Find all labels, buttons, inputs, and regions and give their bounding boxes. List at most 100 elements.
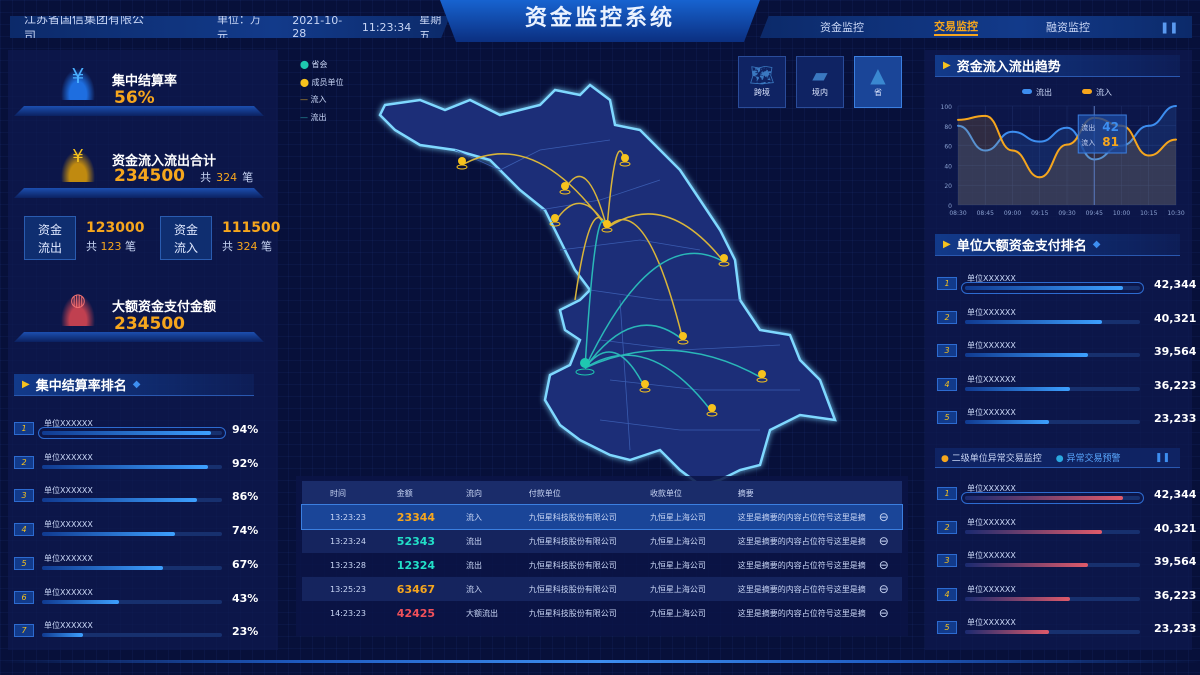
tooltip — [1077, 114, 1127, 154]
data-point[interactable] — [1066, 143, 1068, 146]
data-point[interactable] — [1147, 124, 1150, 127]
more-icon[interactable]: ⊖ — [878, 606, 889, 620]
col-direction: 流向 — [466, 488, 483, 498]
rank-row[interactable]: 3 单位XXXXXX 39,564 — [937, 550, 1200, 580]
unit-name: 单位XXXXXX — [44, 452, 93, 462]
rank-row[interactable]: 1 单位XXXXXX 94% — [14, 418, 282, 448]
more-icon[interactable]: ⊖ — [878, 582, 889, 596]
rank-row[interactable]: 4 单位XXXXXX 74% — [14, 519, 282, 549]
member-pin-icon[interactable] — [456, 157, 468, 170]
trend-chart[interactable]: 0 20 40 60 80 100 08:30 08:45 09:00 09:15 09:30 09:… — [930, 82, 1192, 222]
member-pin-icon[interactable] — [718, 254, 730, 267]
progress-fill — [42, 498, 197, 503]
tab-abnormal-monitor[interactable]: ● 二级单位异常交易监控 — [941, 454, 1042, 464]
rank-value: 39,564 — [1154, 345, 1197, 358]
progress-fill — [42, 464, 208, 469]
data-point[interactable] — [1011, 149, 1014, 152]
table-row[interactable]: 13:23:28 12324 流出 九恒星科技股份有限公司 九恒星上海公司 这里… — [302, 553, 902, 577]
rank-row[interactable]: 2 单位XXXXXX 40,321 — [937, 517, 1200, 547]
rank-row[interactable]: 1 单位XXXXXX 42,344 — [937, 483, 1200, 513]
rank-row[interactable]: 7 单位XXXXXX 23% — [14, 620, 282, 650]
count-suffix: 笔 — [125, 240, 136, 253]
rank-row[interactable]: 4 单位XXXXXX 36,223 — [937, 374, 1200, 404]
member-pin-icon[interactable] — [677, 332, 689, 345]
rank-row[interactable]: 6 单位XXXXXX 43% — [14, 587, 282, 617]
member-pin-icon[interactable] — [756, 370, 768, 383]
tab-financing-monitor[interactable]: 融资监控 — [1046, 21, 1090, 34]
data-point[interactable] — [1147, 154, 1150, 157]
x-tick-label: 10:15 — [1140, 210, 1157, 217]
rank-value: 23% — [232, 625, 259, 639]
rank-row[interactable]: 4 单位XXXXXX 36,223 — [937, 584, 1200, 614]
rank-row[interactable]: 5 单位XXXXXX 23,233 — [937, 407, 1200, 437]
x-tick-label: 08:30 — [949, 210, 966, 217]
flow-total-card: ¥ 资金流入流出合计 234500 共 324 笔 — [14, 140, 264, 200]
tab-abnormal-alert[interactable]: ● 异常交易预警 — [1055, 454, 1121, 464]
table-row[interactable]: 13:23:23 23344 流入 九恒星科技股份有限公司 九恒星上海公司 这里… — [301, 504, 903, 530]
unit-name: 单位XXXXXX — [967, 517, 1016, 527]
rank-badge: 4 — [14, 523, 34, 537]
unit-name: 单位XXXXXX — [44, 587, 93, 597]
rank-row[interactable]: 2 单位XXXXXX 40,321 — [937, 307, 1200, 337]
rank-row[interactable]: 5 单位XXXXXX 23,233 — [937, 617, 1200, 647]
data-point[interactable] — [957, 118, 959, 121]
data-point[interactable] — [1175, 105, 1177, 107]
unit-name: 单位XXXXXX — [44, 621, 93, 631]
data-point[interactable] — [1038, 140, 1041, 143]
rank-badge: 2 — [14, 455, 34, 469]
inflow-value: 111500 — [222, 220, 281, 236]
data-point[interactable] — [1011, 130, 1014, 133]
rank-row[interactable]: 2 单位XXXXXX 92% — [14, 452, 282, 482]
col-time: 时间 — [330, 488, 346, 498]
settle-ranking-header: ▶ 集中结算率排名 ◆ — [14, 374, 254, 396]
capital-pin-icon[interactable] — [575, 358, 595, 376]
pin-icon: ⬤ — [300, 60, 309, 69]
member-pin-icon[interactable] — [639, 380, 651, 393]
arrow-icon: ▶ — [22, 379, 30, 390]
cell-memo: 这里是摘要的内容占位符号这里是摘 — [737, 608, 866, 618]
rank-row[interactable]: 1 单位XXXXXX 42,344 — [937, 273, 1200, 303]
tab-trade-monitor[interactable]: 交易监控 — [934, 18, 978, 36]
outflow-count: 123 — [100, 240, 122, 253]
member-pin-icon[interactable] — [619, 154, 631, 167]
tab-fund-monitor[interactable]: 资金监控 — [820, 21, 864, 34]
data-point[interactable] — [984, 114, 987, 117]
company-name: 江苏省国信集团有限公司 — [24, 12, 145, 43]
data-point[interactable] — [1175, 138, 1177, 141]
y-tick-label: 0 — [948, 203, 952, 210]
data-point[interactable] — [957, 124, 959, 127]
data-point[interactable] — [1066, 126, 1068, 129]
col-memo: 摘要 — [737, 488, 754, 498]
platform — [14, 332, 264, 342]
rank-row[interactable]: 3 单位XXXXXX 39,564 — [937, 340, 1200, 370]
member-pin-icon[interactable] — [549, 214, 561, 227]
table-row[interactable]: 14:23:23 42425 大额流出 九恒星科技股份有限公司 九恒星上海公司 … — [302, 601, 902, 625]
data-point[interactable] — [1038, 176, 1041, 179]
progress-track — [965, 529, 1140, 534]
more-icon[interactable]: ⊖ — [878, 558, 889, 572]
sort-icon[interactable]: ◆ — [1092, 239, 1101, 250]
cell-payer: 九恒星科技股份有限公司 — [528, 536, 617, 546]
data-point[interactable] — [984, 149, 987, 152]
rank-badge: 1 — [14, 422, 34, 435]
table-row[interactable]: 13:23:24 52343 流出 九恒星科技股份有限公司 九恒星上海公司 这里… — [302, 529, 902, 553]
transaction-table-panel: 时间 金额 流向 付款单位 收款单位 摘要 13:23:23 23344 流入 九恒星科技… — [296, 476, 908, 636]
rank-row[interactable]: 5 单位XXXXXX 67% — [14, 553, 282, 583]
member-pin-icon[interactable] — [706, 404, 718, 417]
progress-fill — [965, 420, 1049, 424]
sort-icon[interactable]: ◆ — [132, 379, 141, 390]
scope-province[interactable]: ▲ 省 — [854, 56, 902, 108]
more-icon[interactable]: ⊖ — [878, 534, 889, 548]
scope-cross-border[interactable]: 🗺 跨境 — [738, 56, 786, 108]
more-icon[interactable]: ⊖ — [878, 510, 889, 524]
member-pin-icon[interactable] — [601, 220, 613, 233]
table-row[interactable]: 13:25:23 63467 流入 九恒星科技股份有限公司 九恒星上海公司 这里… — [302, 577, 902, 601]
pause-icon[interactable]: ❚❚ — [1160, 20, 1179, 34]
scope-domestic[interactable]: ▰ 境内 — [796, 56, 844, 108]
pause-icon[interactable]: ❚❚ — [1154, 452, 1170, 463]
rank-badge: 2 — [937, 310, 957, 324]
progress-track — [42, 532, 222, 537]
member-pin-icon[interactable] — [559, 182, 571, 195]
rank-row[interactable]: 3 单位XXXXXX 86% — [14, 485, 282, 515]
